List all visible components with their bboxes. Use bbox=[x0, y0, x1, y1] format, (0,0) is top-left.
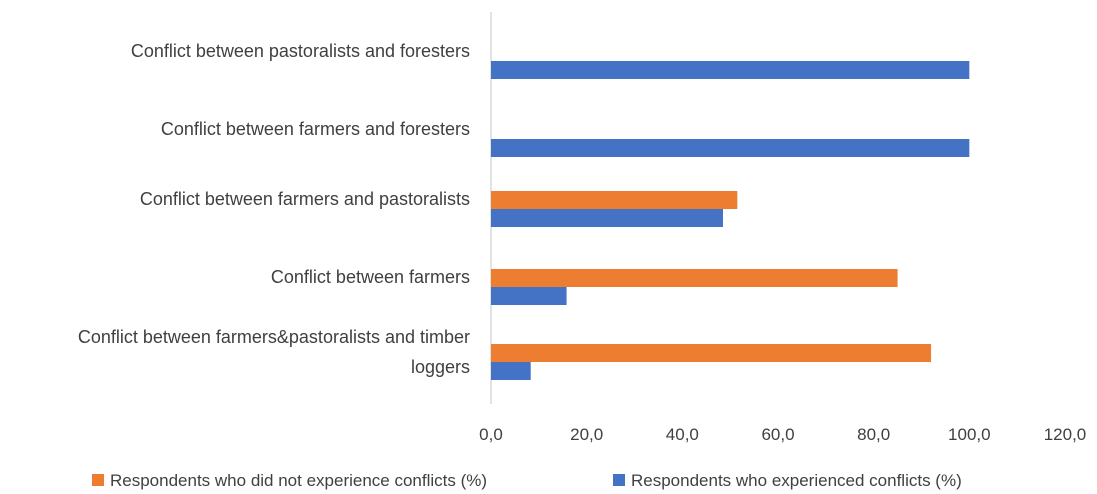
bar-experienced bbox=[491, 362, 531, 380]
category-label-line: Conflict between farmers and pastoralist… bbox=[140, 189, 470, 209]
bar-not-experienced bbox=[491, 344, 932, 362]
x-tick-label: 100,0 bbox=[948, 425, 991, 444]
category-labels: Conflict between pastoralists and forest… bbox=[78, 41, 470, 377]
legend: Respondents who did not experience confl… bbox=[92, 471, 962, 490]
category-label-line: Conflict between pastoralists and forest… bbox=[131, 41, 470, 61]
bar-not-experienced bbox=[491, 269, 898, 287]
x-tick-labels: 0,0 20,0 40,0 60,0 80,0 100,0 120,0 bbox=[479, 425, 1086, 444]
category-label-line: loggers bbox=[411, 357, 470, 377]
bar-experienced bbox=[491, 287, 567, 305]
bars bbox=[491, 61, 970, 380]
category-label: Conflict between pastoralists and forest… bbox=[131, 41, 470, 61]
bar-experienced bbox=[491, 61, 970, 79]
bar-experienced bbox=[491, 209, 723, 227]
bar-not-experienced bbox=[491, 191, 738, 209]
category-label: Conflict between farmers and foresters bbox=[161, 119, 470, 139]
legend-label-experienced: Respondents who experienced conflicts (%… bbox=[631, 471, 962, 490]
category-label-line: Conflict between farmers bbox=[271, 267, 470, 287]
category-label-line: Conflict between farmers&pastoralists an… bbox=[78, 327, 470, 347]
category-label: Conflict between farmers bbox=[271, 267, 470, 287]
category-label-line: Conflict between farmers and foresters bbox=[161, 119, 470, 139]
x-tick-label: 0,0 bbox=[479, 425, 503, 444]
x-tick-label: 60,0 bbox=[761, 425, 794, 444]
category-label: Conflict between farmers&pastoralists an… bbox=[78, 327, 470, 377]
x-tick-label: 40,0 bbox=[666, 425, 699, 444]
legend-label-not-experienced: Respondents who did not experience confl… bbox=[110, 471, 487, 490]
x-tick-label: 20,0 bbox=[570, 425, 603, 444]
bar-experienced bbox=[491, 139, 970, 157]
x-tick-label: 120,0 bbox=[1044, 425, 1087, 444]
x-tick-label: 80,0 bbox=[857, 425, 890, 444]
legend-swatch-not-experienced bbox=[92, 474, 104, 486]
category-label: Conflict between farmers and pastoralist… bbox=[140, 189, 470, 209]
legend-swatch-experienced bbox=[613, 474, 625, 486]
